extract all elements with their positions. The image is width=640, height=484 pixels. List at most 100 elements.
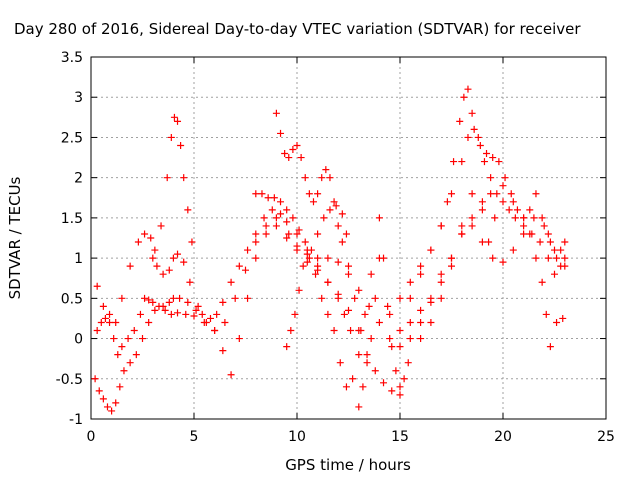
data-point bbox=[174, 117, 182, 125]
data-point bbox=[219, 347, 227, 355]
data-point bbox=[355, 403, 363, 411]
data-point bbox=[262, 230, 270, 238]
data-point bbox=[305, 254, 313, 262]
data-point bbox=[180, 258, 188, 266]
data-point bbox=[336, 359, 344, 367]
data-point bbox=[464, 133, 472, 141]
data-point bbox=[538, 278, 546, 286]
grid-layer bbox=[91, 57, 606, 419]
data-point bbox=[345, 306, 352, 314]
data-point bbox=[242, 266, 249, 274]
data-point bbox=[213, 310, 221, 318]
data-point bbox=[417, 270, 425, 278]
data-point bbox=[460, 93, 468, 101]
x-tick-label: 10 bbox=[288, 429, 306, 445]
data-point bbox=[110, 335, 118, 343]
data-point bbox=[221, 318, 229, 326]
data-point bbox=[347, 327, 355, 335]
data-point bbox=[406, 278, 414, 286]
data-point bbox=[262, 222, 270, 230]
data-point bbox=[118, 294, 126, 302]
data-point bbox=[206, 314, 214, 322]
y-axis-label: SDTVAR / TECUs bbox=[6, 176, 24, 299]
data-point bbox=[252, 190, 260, 198]
x-tick-label: 5 bbox=[190, 429, 199, 445]
data-point bbox=[97, 318, 105, 326]
data-point bbox=[542, 310, 550, 318]
data-point bbox=[320, 214, 328, 222]
data-point bbox=[324, 278, 332, 286]
data-point bbox=[161, 306, 169, 314]
data-point bbox=[458, 222, 466, 230]
data-point bbox=[101, 314, 109, 322]
data-point bbox=[285, 154, 293, 162]
data-point bbox=[468, 222, 476, 230]
data-point bbox=[99, 302, 107, 310]
data-point bbox=[126, 262, 134, 270]
data-point bbox=[342, 383, 350, 391]
data-point bbox=[231, 294, 239, 302]
data-point bbox=[371, 294, 379, 302]
data-point bbox=[478, 198, 486, 206]
data-point bbox=[301, 238, 309, 246]
x-tick-label: 0 bbox=[87, 429, 96, 445]
data-point bbox=[99, 395, 107, 403]
data-point bbox=[277, 198, 285, 206]
data-point bbox=[147, 234, 155, 242]
data-point bbox=[291, 310, 299, 318]
data-point bbox=[151, 246, 159, 254]
data-point bbox=[293, 246, 301, 254]
data-point bbox=[499, 258, 507, 266]
data-point bbox=[396, 343, 404, 351]
data-point bbox=[139, 335, 146, 343]
y-tick-label: 3 bbox=[74, 90, 83, 106]
data-point bbox=[501, 174, 509, 182]
data-point bbox=[322, 166, 330, 174]
data-point bbox=[169, 254, 177, 262]
data-point bbox=[338, 210, 346, 218]
data-point bbox=[157, 222, 165, 230]
data-point bbox=[295, 226, 303, 234]
data-point bbox=[480, 158, 488, 166]
data-point bbox=[342, 230, 350, 238]
data-point bbox=[427, 294, 435, 302]
data-point bbox=[235, 262, 243, 270]
data-point bbox=[551, 270, 558, 278]
data-point bbox=[474, 133, 482, 141]
data-point bbox=[332, 202, 340, 210]
data-point bbox=[159, 270, 167, 278]
data-point bbox=[272, 222, 280, 230]
data-point bbox=[194, 302, 202, 310]
data-point bbox=[219, 298, 227, 306]
data-point bbox=[281, 150, 289, 158]
data-point bbox=[384, 302, 392, 310]
x-axis-label: GPS time / hours bbox=[285, 456, 411, 474]
data-point bbox=[176, 294, 184, 302]
data-point bbox=[417, 318, 425, 326]
data-point bbox=[293, 141, 301, 149]
data-point bbox=[163, 174, 171, 182]
data-point bbox=[272, 109, 280, 117]
data-point bbox=[359, 383, 367, 391]
data-point bbox=[536, 238, 544, 246]
data-point bbox=[301, 174, 309, 182]
y-tick-label: 1.5 bbox=[61, 211, 83, 227]
data-point bbox=[324, 310, 332, 318]
data-point bbox=[553, 318, 561, 326]
y-tick-label: 0 bbox=[74, 332, 83, 348]
data-point bbox=[544, 230, 552, 238]
data-point bbox=[437, 222, 445, 230]
data-point bbox=[526, 206, 534, 214]
data-point bbox=[406, 335, 414, 343]
data-point bbox=[124, 335, 132, 343]
data-point bbox=[93, 282, 101, 290]
data-point bbox=[380, 254, 388, 262]
data-point bbox=[145, 318, 153, 326]
data-point bbox=[448, 190, 455, 198]
data-point bbox=[470, 125, 478, 133]
data-point bbox=[509, 246, 517, 254]
data-point bbox=[561, 262, 569, 270]
data-point bbox=[149, 254, 157, 262]
data-point bbox=[252, 254, 260, 262]
data-point bbox=[112, 318, 120, 326]
